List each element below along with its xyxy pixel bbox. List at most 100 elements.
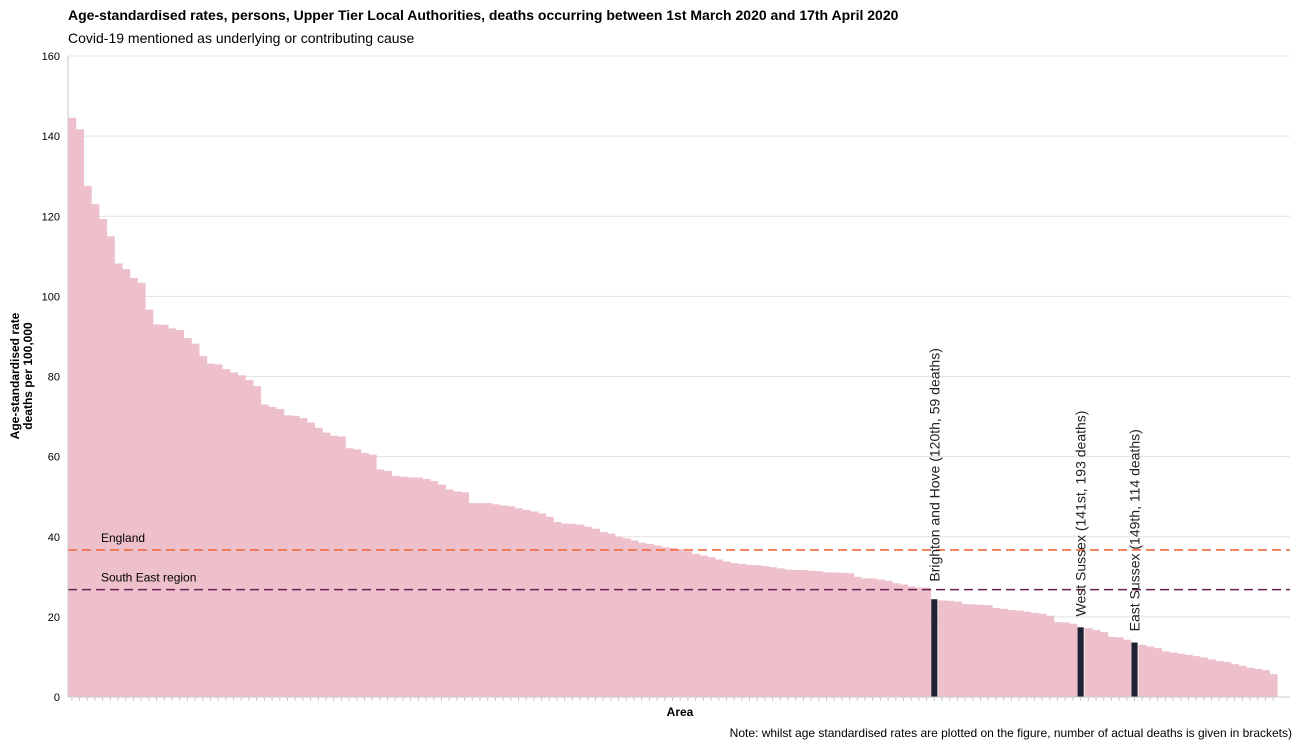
bar (568, 523, 577, 697)
bar (345, 448, 354, 697)
bar (530, 511, 539, 697)
bar (406, 477, 416, 697)
bar (1153, 648, 1163, 697)
bar (1176, 653, 1186, 697)
bar (907, 586, 916, 697)
bar (1007, 610, 1016, 697)
bar (522, 509, 531, 697)
bar (245, 380, 254, 697)
bar (730, 563, 739, 697)
bar (676, 549, 685, 697)
bar (376, 469, 385, 697)
bar (137, 282, 146, 697)
bar (691, 553, 701, 697)
bar (807, 570, 816, 697)
highlight-bar (931, 599, 938, 697)
bar (1053, 622, 1062, 697)
bar (299, 418, 308, 697)
bar (822, 572, 831, 697)
bar (1022, 611, 1032, 697)
bar (222, 369, 231, 697)
bar (422, 479, 431, 697)
y-tick-label: 160 (42, 51, 60, 63)
bar (191, 343, 200, 697)
bar (168, 328, 177, 697)
chart-subtitle: Covid-19 mentioned as underlying or cont… (68, 30, 415, 46)
bar (868, 578, 878, 697)
bar (68, 117, 77, 698)
bar (1261, 670, 1270, 697)
bar (1107, 636, 1116, 697)
bar (91, 204, 100, 697)
highlight-label: West Sussex (141st, 193 deaths) (1073, 411, 1089, 617)
bar (383, 471, 393, 697)
bar (545, 516, 554, 697)
bar (337, 436, 346, 697)
bar (329, 435, 339, 697)
bar (999, 608, 1009, 697)
bar (283, 415, 292, 697)
bar (745, 564, 754, 697)
bar (992, 608, 1001, 697)
bar (214, 364, 223, 697)
bar (1199, 657, 1209, 697)
bar (1146, 646, 1155, 697)
bar (306, 422, 316, 697)
reference-line-label: South East region (101, 571, 196, 585)
chart-note: Note: whilst age standardised rates are … (729, 726, 1292, 740)
bar (352, 449, 362, 697)
bar (915, 587, 924, 697)
bar (1269, 674, 1278, 697)
bar (1084, 628, 1093, 697)
y-tick-label: 0 (54, 692, 60, 704)
bar (391, 475, 400, 697)
bar (830, 572, 839, 697)
bar (537, 513, 547, 697)
bar (1138, 644, 1147, 697)
bar (968, 604, 978, 697)
bar (553, 521, 562, 697)
bar (1207, 659, 1216, 697)
bar (98, 219, 108, 697)
bar (291, 415, 300, 697)
bar (645, 543, 654, 697)
bar (838, 572, 847, 697)
highlight-label: East Sussex (149th, 114 deaths) (1127, 429, 1143, 631)
bar (368, 454, 377, 697)
y-axis-label-line: deaths per 100,000 (21, 322, 35, 430)
bar (1223, 662, 1232, 697)
bar (891, 583, 901, 697)
bar (252, 386, 262, 697)
bar (961, 604, 970, 697)
bar (206, 363, 215, 697)
bar (198, 356, 208, 697)
bar (560, 523, 570, 697)
y-axis-label: Age-standardised ratedeaths per 100,000 (8, 312, 35, 439)
bar (437, 484, 446, 697)
bar (899, 584, 908, 697)
bar (414, 477, 423, 697)
bar (1061, 622, 1070, 697)
y-tick-label: 60 (48, 452, 60, 464)
bar (668, 547, 677, 697)
highlight-bar (1077, 627, 1084, 697)
bar (145, 309, 154, 697)
highlight-label: Brighton and Hove (120th, 59 deaths) (926, 348, 942, 582)
bar (237, 375, 246, 697)
bar (322, 432, 331, 697)
bar (1045, 615, 1055, 697)
bar (1069, 623, 1078, 697)
y-axis-label-line: Age-standardised rate (8, 312, 22, 439)
bar (684, 551, 693, 697)
y-tick-label: 100 (42, 291, 60, 303)
bar (83, 185, 92, 698)
y-tick-label: 40 (48, 532, 60, 544)
bar (753, 565, 762, 697)
bar (776, 568, 785, 697)
bar (160, 324, 169, 697)
bar (1184, 654, 1193, 697)
bar (129, 277, 138, 697)
bar (1238, 665, 1247, 697)
bar (175, 330, 185, 697)
bar (791, 570, 801, 697)
